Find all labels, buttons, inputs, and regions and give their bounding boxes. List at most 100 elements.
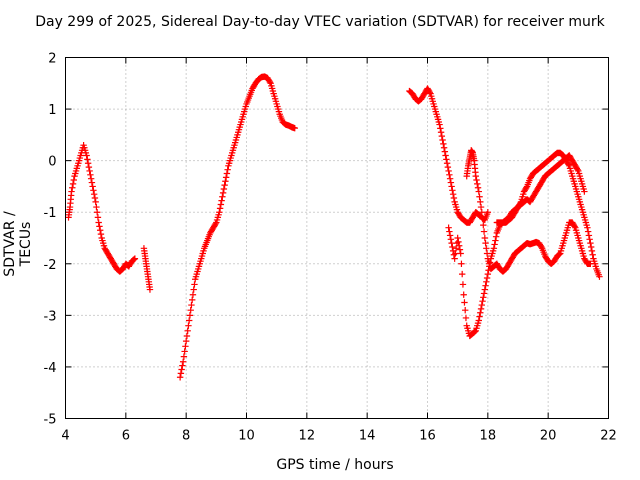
data-point <box>222 178 229 185</box>
data-point <box>212 220 219 228</box>
data-point <box>90 187 97 194</box>
data-point <box>70 176 77 184</box>
data-point <box>446 232 454 239</box>
data-point <box>462 314 470 322</box>
data-point <box>483 278 490 286</box>
data-point <box>589 251 596 258</box>
data-point <box>445 167 452 175</box>
data-point <box>90 190 98 198</box>
data-point <box>219 193 226 200</box>
y-tick-label: -2 <box>44 258 57 273</box>
y-tick-label: -5 <box>44 413 57 428</box>
data-point <box>479 215 486 222</box>
data-point <box>440 140 447 148</box>
data-point <box>443 160 451 167</box>
data-point <box>473 176 480 184</box>
data-point <box>441 148 449 155</box>
data-point <box>483 274 491 282</box>
data-point <box>426 89 433 96</box>
data-point <box>92 198 99 206</box>
data-point <box>462 307 469 314</box>
data-point <box>188 301 195 309</box>
y-tick-label: 2 <box>48 52 56 67</box>
data-point <box>131 255 139 262</box>
data-point <box>479 297 486 305</box>
data-point <box>187 307 194 314</box>
data-point <box>191 281 198 288</box>
data-point <box>450 194 458 202</box>
data-point <box>480 294 487 301</box>
data-point <box>455 238 462 246</box>
data-point <box>218 197 225 204</box>
data-point <box>266 78 274 86</box>
data-point <box>484 209 492 216</box>
data-point <box>447 179 455 186</box>
data-point <box>588 247 596 255</box>
data-point <box>446 171 453 179</box>
data-point <box>216 209 223 216</box>
data-point <box>177 370 185 377</box>
data-point <box>556 250 563 258</box>
data-point <box>480 216 488 223</box>
data-point <box>446 175 454 182</box>
data-point <box>217 201 225 208</box>
series-segment-1 <box>65 141 139 275</box>
data-point <box>181 348 188 355</box>
data-point <box>88 179 96 186</box>
data-point <box>68 188 75 195</box>
data-point <box>449 190 457 198</box>
data-point <box>189 296 196 304</box>
data-point <box>574 166 581 173</box>
data-point <box>454 234 461 242</box>
y-tick-label: -4 <box>44 361 57 376</box>
series-segment-4 <box>406 85 492 226</box>
data-points <box>65 73 603 381</box>
data-point <box>581 188 588 195</box>
data-point <box>437 125 444 132</box>
data-point <box>584 224 591 231</box>
data-point <box>484 270 492 278</box>
data-point <box>94 214 102 221</box>
data-point <box>130 256 137 264</box>
data-point <box>87 175 95 182</box>
data-point <box>483 245 490 252</box>
data-point <box>482 239 489 247</box>
data-point <box>483 250 491 257</box>
data-point <box>220 185 228 193</box>
data-point <box>219 189 227 197</box>
data-point <box>472 172 479 180</box>
data-point <box>478 209 485 216</box>
data-point <box>477 198 484 206</box>
data-point <box>69 184 76 191</box>
data-point <box>471 328 478 336</box>
data-point <box>180 353 188 360</box>
data-point <box>571 223 578 230</box>
data-point <box>492 237 499 244</box>
data-point <box>176 374 184 381</box>
data-point <box>449 243 456 251</box>
data-point <box>482 282 489 289</box>
data-point <box>477 309 484 316</box>
x-tick-label: 6 <box>122 429 130 444</box>
data-point <box>182 343 189 350</box>
data-point <box>587 243 595 251</box>
data-point <box>83 152 90 159</box>
data-point <box>476 313 483 320</box>
data-point <box>449 187 456 194</box>
x-tick-label: 14 <box>359 429 376 444</box>
data-point <box>481 234 489 242</box>
data-point <box>451 255 458 262</box>
data-point <box>95 219 102 226</box>
data-point <box>446 228 453 235</box>
data-point <box>458 270 466 278</box>
data-point <box>178 366 185 373</box>
data-point <box>477 305 485 313</box>
data-point <box>179 358 187 365</box>
data-point <box>182 337 190 345</box>
data-point <box>565 161 572 168</box>
data-point <box>448 183 455 190</box>
data-point <box>474 184 482 191</box>
series-segment-2 <box>140 245 154 293</box>
data-point <box>538 243 545 251</box>
data-point <box>85 163 93 171</box>
